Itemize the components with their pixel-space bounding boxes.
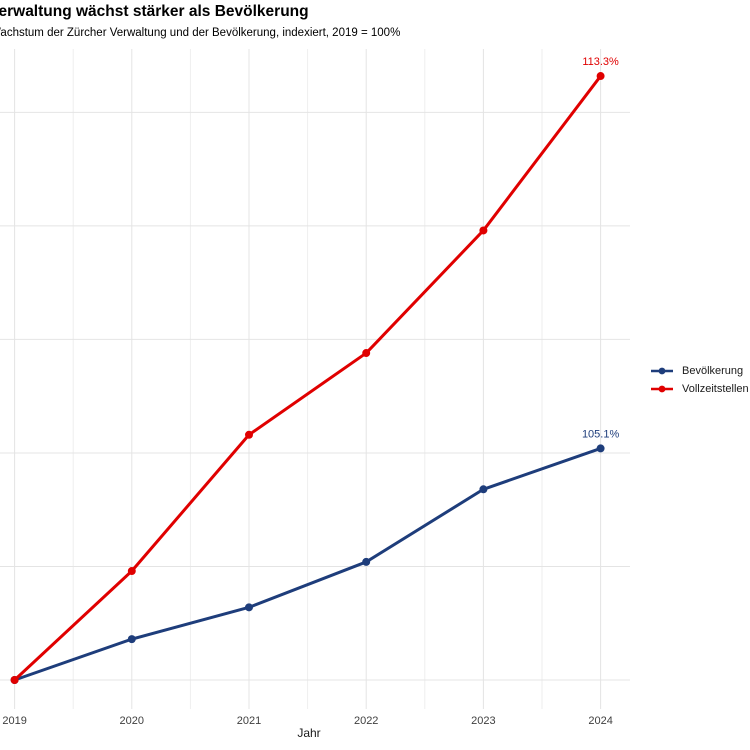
x-axis-title: Jahr	[297, 726, 320, 740]
legend-key-line-dot-icon	[651, 367, 673, 375]
legend-item-vollzeitstellen: Vollzeitstellen Verwaltung	[650, 380, 750, 398]
data-point	[10, 676, 19, 684]
x-tick-label: 2024	[588, 715, 612, 727]
data-point	[127, 635, 136, 644]
legend-label: Vollzeitstellen Verwaltung	[682, 383, 750, 395]
series-line-bevoelkerung	[13, 446, 603, 682]
x-tick-label: 2019	[2, 715, 26, 727]
x-tick-label: 2023	[471, 715, 495, 727]
data-point	[362, 557, 371, 566]
legend-item-bevoelkerung: Bevölkerung	[650, 362, 750, 380]
x-tick-label: 2021	[237, 715, 261, 727]
end-value-label: 113.3%	[582, 56, 619, 68]
data-point	[245, 603, 253, 612]
data-point	[245, 430, 253, 439]
data-point	[127, 567, 136, 576]
legend-key-line-dot-icon	[651, 385, 673, 393]
legend: Bevölkerung Vollzeitstellen Verwaltung	[650, 362, 750, 398]
chart-title: Verwaltung wächst stärker als Bevölkerun…	[0, 3, 309, 20]
data-point	[596, 444, 605, 453]
chart-subtitle: Wachstum der Zürcher Verwaltung und der …	[0, 27, 401, 39]
legend-label: Bevölkerung	[682, 365, 744, 377]
series-line-vollzeitstellen	[13, 74, 603, 682]
end-value-label: 105.1%	[582, 428, 620, 440]
x-tick-label: 2022	[354, 715, 378, 727]
data-point	[479, 226, 488, 235]
data-point	[362, 349, 371, 358]
x-tick-label: 2020	[120, 715, 144, 727]
data-point	[596, 72, 605, 81]
data-point	[479, 485, 488, 494]
